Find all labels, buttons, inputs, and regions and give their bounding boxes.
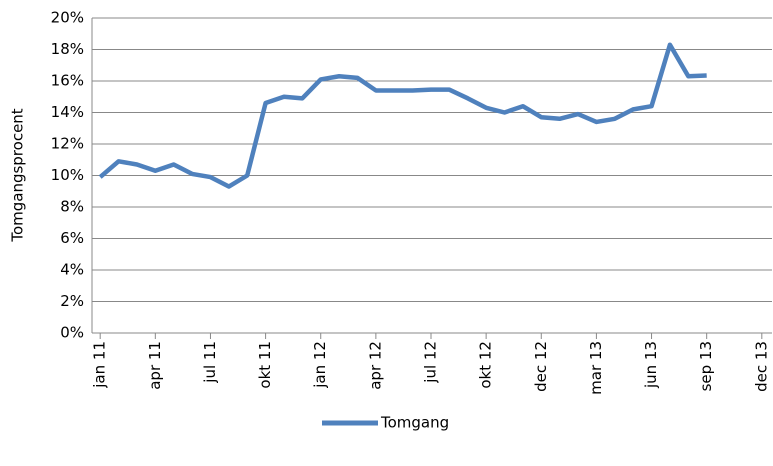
x-tick-label: mar 13 xyxy=(587,341,605,395)
y-tick-label: 10% xyxy=(51,166,84,184)
x-tick-label: jan 12 xyxy=(311,341,329,389)
y-tick-label: 18% xyxy=(51,40,84,58)
x-tick-label: jul 12 xyxy=(422,341,440,384)
y-tick-label: 16% xyxy=(51,72,84,90)
y-axis-title: Tomgangsprocent xyxy=(9,108,27,242)
y-tick-label: 12% xyxy=(51,135,84,153)
x-tick-label: dec 12 xyxy=(532,341,550,392)
legend-label: Tomgang xyxy=(380,414,449,432)
y-tick-label: 14% xyxy=(51,103,84,121)
y-tick-label: 6% xyxy=(60,229,84,247)
x-tick-label: sep 13 xyxy=(697,341,715,391)
x-tick-label: jun 13 xyxy=(642,341,660,389)
x-tick-label: apr 12 xyxy=(366,341,384,390)
y-tick-label: 4% xyxy=(60,261,84,279)
data-line xyxy=(98,42,707,189)
x-tick-label: apr 11 xyxy=(146,341,164,390)
x-tick-label: okt 11 xyxy=(256,341,274,389)
y-tick-label: 0% xyxy=(60,324,84,342)
y-tick-label: 8% xyxy=(60,198,84,216)
x-tick-label: jul 11 xyxy=(201,341,219,384)
x-tick-label: jan 11 xyxy=(91,341,109,389)
x-tick-label: okt 12 xyxy=(477,341,495,389)
x-tick-label: dec 13 xyxy=(752,341,770,392)
y-tick-label: 20% xyxy=(51,9,84,27)
y-tick-label: 2% xyxy=(60,292,84,310)
